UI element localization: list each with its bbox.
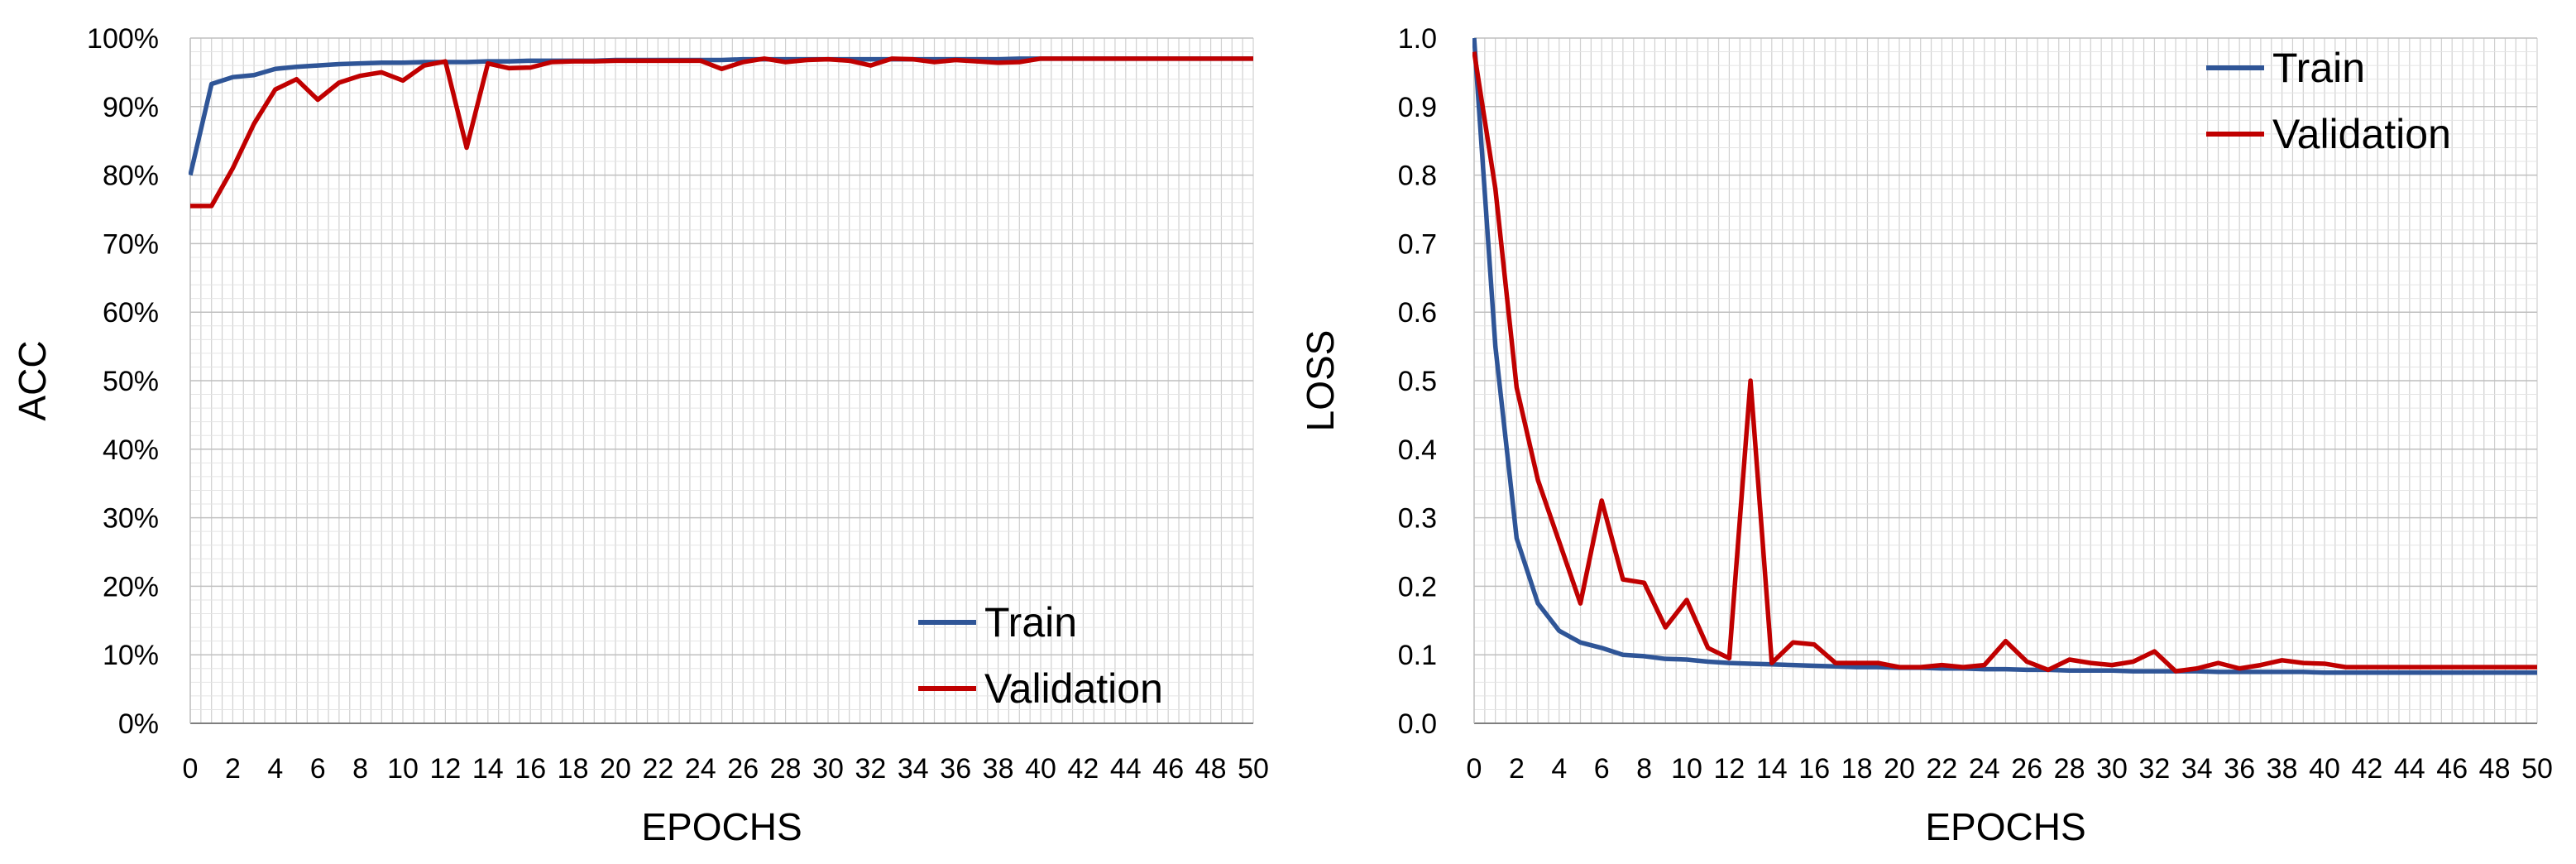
x-tick-label: 24	[1969, 753, 2000, 785]
y-axis-title: LOSS	[1299, 330, 1342, 432]
y-tick-label: 60%	[103, 297, 159, 329]
x-tick-label: 32	[855, 753, 886, 785]
x-tick-label: 4	[267, 753, 283, 785]
x-tick-label: 28	[770, 753, 802, 785]
legend-label-validation: Validation	[2272, 111, 2451, 157]
legend-label-train: Train	[984, 599, 1077, 646]
train-series-line	[1472, 37, 2537, 675]
x-tick-label: 18	[1841, 753, 1873, 785]
x-axis-title: EPOCHS	[641, 805, 802, 848]
y-tick-label: 70%	[103, 228, 159, 260]
y-tick-label: 0.2	[1398, 571, 1437, 602]
x-tick-label: 22	[1926, 753, 1957, 785]
y-tick-label: 0.7	[1398, 228, 1437, 260]
x-tick-label: 0	[1467, 753, 1482, 785]
loss-chart: 0.00.10.20.30.40.50.60.70.80.91.00 2 4 6 8 10…	[1299, 23, 2553, 848]
y-tick-label: 80%	[103, 161, 159, 192]
y-tick-label: 0.3	[1398, 503, 1437, 535]
x-tick-label: 8	[1636, 753, 1652, 785]
x-tick-label: 30	[812, 753, 844, 785]
y-tick-label: 10%	[103, 640, 159, 671]
x-tick-label: 44	[1110, 753, 1142, 785]
legend-label-validation: Validation	[984, 665, 1163, 712]
x-tick-label: 46	[1152, 753, 1184, 785]
acc-chart: 0%10%20%30%40%50%60%70%80%90%100%0 2 4 6 8 10…	[11, 23, 1269, 848]
y-tick-label: 0.6	[1398, 297, 1437, 329]
x-tick-label: 50	[1238, 753, 1269, 785]
x-tick-label: 48	[2479, 753, 2511, 785]
y-tick-label: 0.9	[1398, 92, 1437, 123]
x-tick-label: 50	[2521, 753, 2553, 785]
x-tick-label: 8	[352, 753, 368, 785]
x-tick-label: 24	[685, 753, 716, 785]
x-tick-label: 6	[1594, 753, 1610, 785]
y-tick-label: 0.8	[1398, 161, 1437, 192]
y-tick-label: 90%	[103, 92, 159, 123]
x-tick-label: 34	[898, 753, 929, 785]
y-tick-label: 1.0	[1398, 23, 1437, 55]
x-tick-label: 16	[515, 753, 546, 785]
x-tick-label: 34	[2181, 753, 2213, 785]
y-tick-label: 0.4	[1398, 434, 1437, 466]
y-tick-label: 0.5	[1398, 366, 1437, 397]
x-tick-label: 16	[1798, 753, 1830, 785]
x-tick-label: 12	[429, 753, 461, 785]
x-tick-label: 42	[2351, 753, 2382, 785]
legend-label-train: Train	[2272, 45, 2365, 91]
x-tick-label: 6	[310, 753, 326, 785]
x-tick-label: 36	[940, 753, 971, 785]
y-tick-label: 20%	[103, 571, 159, 602]
y-axis-title: ACC	[11, 340, 54, 420]
x-tick-label: 38	[2267, 753, 2298, 785]
x-tick-label: 32	[2138, 753, 2170, 785]
y-tick-label: 0.0	[1398, 708, 1437, 740]
x-tick-label: 2	[225, 753, 241, 785]
x-tick-label: 20	[600, 753, 631, 785]
x-tick-label: 14	[1756, 753, 1788, 785]
x-tick-label: 36	[2224, 753, 2255, 785]
x-tick-label: 44	[2394, 753, 2425, 785]
x-tick-label: 28	[2054, 753, 2085, 785]
x-tick-label: 0	[183, 753, 199, 785]
x-tick-label: 10	[1671, 753, 1702, 785]
x-tick-label: 40	[2309, 753, 2340, 785]
y-tick-label: 100%	[87, 23, 159, 55]
x-tick-label: 42	[1067, 753, 1099, 785]
x-tick-label: 12	[1713, 753, 1745, 785]
validation-series-line	[1472, 51, 2537, 674]
x-tick-label: 30	[2096, 753, 2128, 785]
x-tick-label: 38	[983, 753, 1014, 785]
x-tick-label: 48	[1195, 753, 1227, 785]
x-tick-label: 18	[558, 753, 589, 785]
x-tick-label: 10	[387, 753, 419, 785]
y-tick-label: 30%	[103, 503, 159, 535]
y-tick-label: 0%	[118, 708, 159, 740]
x-tick-label: 26	[2011, 753, 2042, 785]
x-tick-label: 26	[727, 753, 759, 785]
x-tick-label: 2	[1509, 753, 1525, 785]
x-tick-label: 22	[642, 753, 673, 785]
x-tick-label: 14	[472, 753, 504, 785]
x-tick-label: 40	[1025, 753, 1056, 785]
x-axis-title: EPOCHS	[1925, 805, 2085, 848]
y-tick-label: 50%	[103, 366, 159, 397]
y-tick-label: 0.1	[1398, 640, 1437, 671]
y-tick-label: 40%	[103, 434, 159, 466]
x-tick-label: 4	[1551, 753, 1567, 785]
x-tick-label: 46	[2436, 753, 2468, 785]
x-tick-label: 20	[1884, 753, 1915, 785]
validation-series-line	[190, 56, 1253, 209]
